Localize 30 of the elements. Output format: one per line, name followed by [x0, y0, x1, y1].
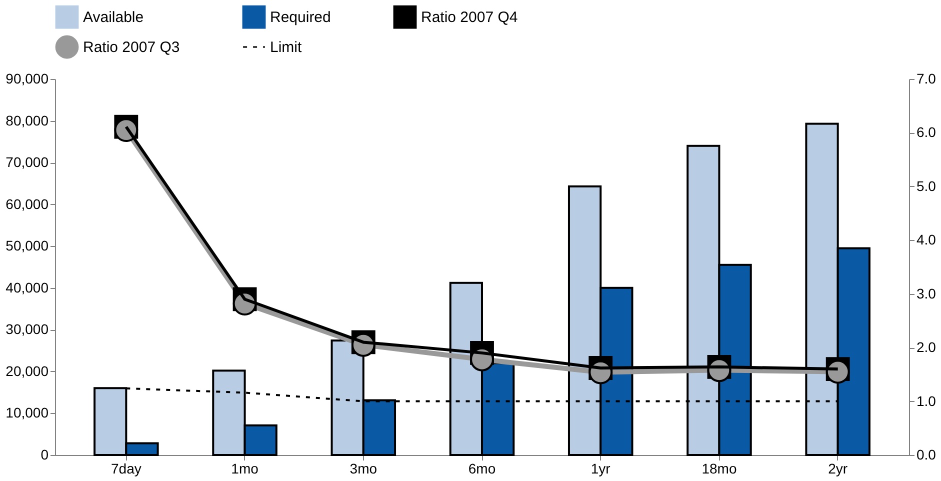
- x-tick-label: 1yr: [590, 460, 611, 476]
- y2-tick-label: 4.0: [916, 232, 936, 248]
- legend-label: Available: [83, 9, 144, 26]
- x-tick-label: 1mo: [231, 460, 259, 476]
- x-tick-label: 7day: [110, 460, 142, 476]
- y2-tick-label: 0.0: [916, 446, 936, 462]
- y2-tick-label: 6.0: [916, 124, 936, 140]
- y-tick-label: 40,000: [6, 279, 49, 296]
- x-tick-label: 18mo: [702, 460, 737, 476]
- x-tick-label: 6mo: [468, 460, 496, 476]
- legend-label: Ratio 2007 Q4: [421, 9, 518, 26]
- legend-label: Limit: [270, 39, 302, 56]
- y2-tick-label: 3.0: [916, 285, 936, 302]
- y-tick-label: 80,000: [6, 112, 49, 128]
- y-tick-label: 0: [40, 446, 49, 462]
- legend-label: Ratio 2007 Q3: [83, 39, 180, 56]
- y2-tick-label: 7.0: [916, 70, 936, 86]
- x-tick-label: 3mo: [350, 460, 378, 476]
- y2-tick-label: 5.0: [916, 178, 936, 194]
- y2-tick-label: 2.0: [916, 339, 936, 356]
- y-tick-label: 60,000: [6, 196, 49, 212]
- y-tick-label: 70,000: [6, 154, 49, 170]
- y-tick-label: 20,000: [6, 362, 49, 379]
- y-tick-label: 10,000: [6, 404, 49, 421]
- y2-tick-label: 1.0: [916, 392, 936, 409]
- x-tick-label: 2yr: [828, 460, 848, 476]
- y-tick-label: 30,000: [6, 321, 49, 338]
- y-tick-label: 50,000: [6, 238, 49, 254]
- y-tick-label: 90,000: [6, 70, 49, 86]
- legend-label: Required: [270, 9, 331, 26]
